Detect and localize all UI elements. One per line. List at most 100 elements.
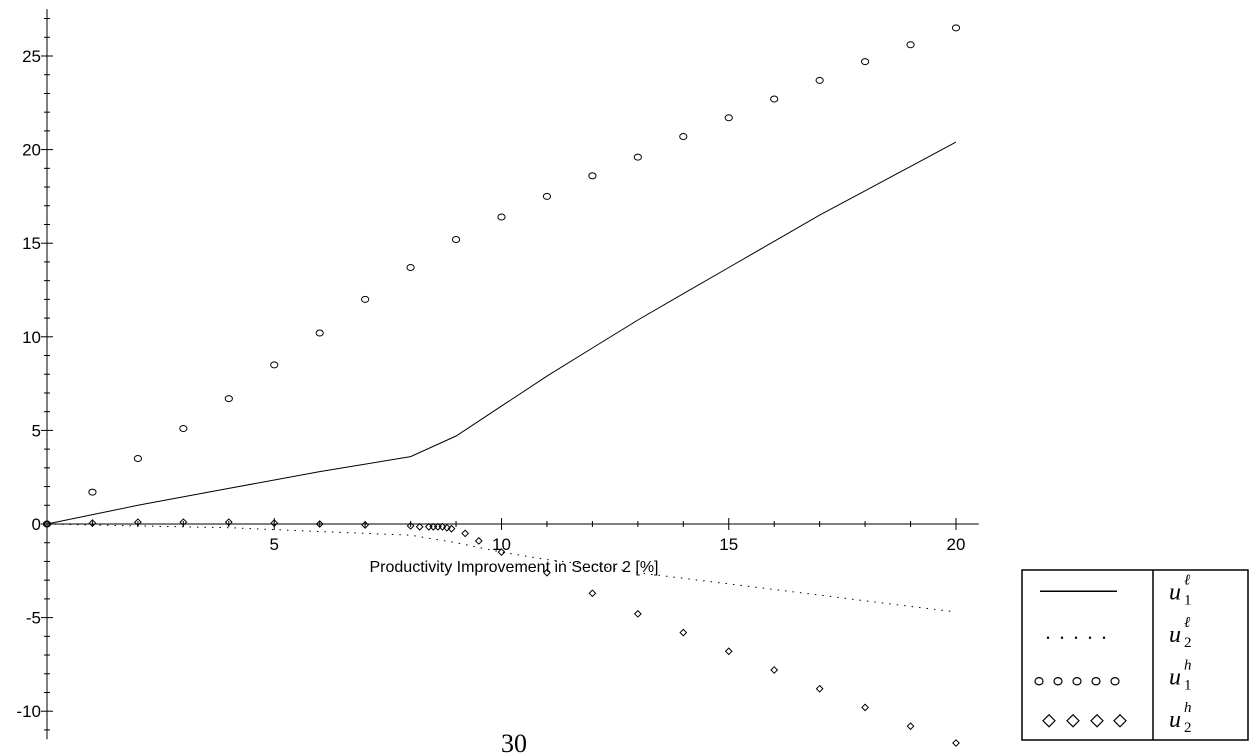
data-point-circle [179,425,188,433]
data-point-diamond [133,518,142,527]
legend-swatch-dot [1046,636,1050,639]
data-point-diamond [861,703,870,712]
legend-swatch-dot [1060,636,1064,639]
legend-swatch-dot [1102,636,1106,639]
data-point-circle [542,192,552,200]
x-tick-label: 15 [719,535,738,554]
data-point-circle [361,295,370,303]
legend-subscript: 1 [1184,592,1192,608]
chart-tick-labels: -10 -5 0 5 10 15 20 25 5 10 15 20 [16,47,965,721]
data-point-diamond [429,522,438,531]
data-point-circle [133,454,142,462]
legend-superscript: h [1184,700,1192,716]
data-point-circle [451,235,461,243]
y-tick-label: 5 [32,421,41,440]
legend-symbol: u [1169,664,1181,690]
y-tick-label: 25 [22,47,41,66]
series-line-dotted [46,523,957,613]
data-point-diamond [906,722,915,731]
legend-superscript: ℓ [1184,615,1190,631]
legend-superscript: h [1184,657,1192,673]
data-point-diamond [433,522,442,531]
data-point-diamond [952,739,960,747]
data-point-diamond [588,589,597,598]
y-tick-label: 20 [22,141,41,160]
y-tick-label: 0 [32,515,41,534]
series-diamond [43,518,960,747]
data-point-diamond [88,519,97,527]
legend-swatch-circle [1072,677,1082,686]
legend: u 1ℓu 2ℓu 1hu 2h [1021,569,1249,741]
data-point-diamond [424,522,433,531]
legend-subscript: 2 [1184,635,1192,651]
series-line-solid [46,141,957,525]
y-tick-label: 10 [22,328,41,347]
x-tick-label: 5 [270,535,279,554]
legend-swatch-dot [1088,636,1092,639]
legend-symbol: u [1169,707,1181,733]
data-point-circle [633,153,642,161]
data-point-diamond [543,568,551,577]
legend-superscript: ℓ [1184,572,1190,588]
data-point-diamond [447,524,456,533]
legend-row: u 2 h [1042,700,1192,736]
data-point-circle [679,132,688,140]
legend-symbol: u [1169,579,1181,605]
x-tick-label: 20 [947,535,966,554]
data-point-circle [951,24,961,32]
legend-row: u 2 ℓ [1046,615,1192,651]
data-point-diamond [474,536,483,545]
data-point-circle [224,395,233,403]
data-point-diamond [361,521,370,529]
y-tick-label: -10 [16,702,41,721]
data-point-circle [770,95,779,103]
chart-axes [46,9,979,740]
legend-swatch-diamond [1090,713,1104,728]
data-point-diamond [633,609,642,618]
data-point-diamond [406,521,415,530]
data-point-circle [88,488,97,496]
legend-swatch-diamond [1113,713,1127,728]
data-point-diamond [43,520,51,528]
legend-symbol: u [1169,622,1181,648]
series-solid [46,141,957,525]
data-point-diamond [461,529,470,538]
y-tick-label: 15 [22,234,41,253]
chart-series [42,24,961,747]
series-circle [42,24,961,528]
data-point-diamond [315,520,324,528]
data-point-diamond [415,522,424,531]
data-point-circle [815,76,824,84]
data-point-diamond [770,666,779,674]
data-point-diamond [438,522,447,531]
legend-swatch-diamond [1066,713,1080,728]
data-point-circle [724,114,733,122]
legend-swatch-diamond [1042,713,1056,728]
data-point-diamond [497,548,506,556]
data-point-circle [270,361,279,369]
x-tick-label: 10 [492,535,511,554]
data-point-diamond [724,647,733,656]
data-point-circle [588,172,597,180]
data-point-circle [497,213,506,221]
chart-ticks [41,18,957,731]
legend-subscript: 2 [1184,720,1192,736]
legend-row: u 1 h [1034,657,1192,693]
data-point-diamond [443,523,451,532]
series-dotted [46,523,957,613]
page-number: 30 [501,729,527,754]
legend-swatch-circle [1034,677,1044,686]
data-point-diamond [270,519,279,527]
data-point-diamond [679,628,688,637]
data-point-diamond [815,684,824,693]
legend-subscript: 1 [1184,677,1192,693]
data-point-circle [406,264,415,272]
data-point-diamond [179,518,188,527]
legend-swatch-circle [1110,677,1120,686]
y-tick-label: -5 [26,609,41,628]
legend-swatch-dot [1074,636,1078,639]
data-point-diamond [224,518,233,527]
data-point-circle [861,58,870,66]
data-point-circle [906,41,915,49]
